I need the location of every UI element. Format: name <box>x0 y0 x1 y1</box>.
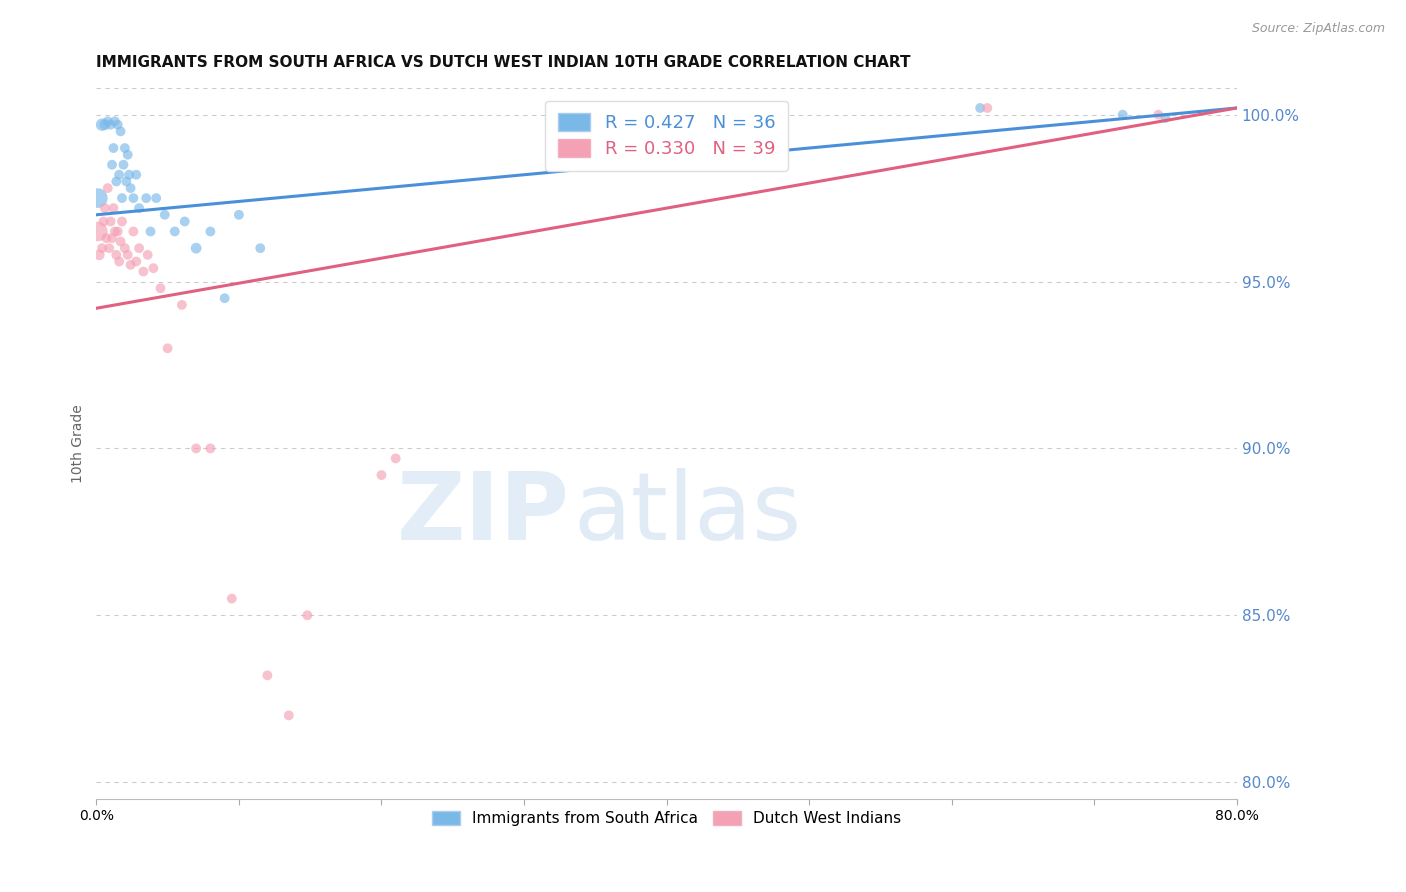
Point <box>87 191 110 205</box>
Point <box>101 158 124 172</box>
Point <box>125 254 148 268</box>
Point <box>97 181 120 195</box>
Point <box>153 208 176 222</box>
Point <box>94 118 117 132</box>
Point <box>114 141 136 155</box>
Point <box>163 225 186 239</box>
Point <box>110 235 132 249</box>
Point <box>103 141 125 155</box>
Point <box>122 191 145 205</box>
Point <box>249 241 271 255</box>
Point <box>221 591 243 606</box>
Point <box>1112 108 1135 122</box>
Point <box>184 241 207 255</box>
Point <box>173 214 195 228</box>
Point <box>1154 111 1177 125</box>
Point <box>384 451 406 466</box>
Point <box>100 118 122 132</box>
Point <box>111 214 134 228</box>
Point <box>156 341 179 355</box>
Point <box>94 201 117 215</box>
Point <box>103 201 125 215</box>
Point <box>136 248 159 262</box>
Point <box>117 147 139 161</box>
Y-axis label: 10th Grade: 10th Grade <box>72 404 86 483</box>
Point <box>149 281 172 295</box>
Point <box>105 248 128 262</box>
Point <box>277 708 299 723</box>
Point <box>128 201 150 215</box>
Point <box>976 101 998 115</box>
Point <box>100 214 122 228</box>
Point <box>91 118 114 132</box>
Point <box>200 442 222 456</box>
Point <box>105 174 128 188</box>
Point <box>228 208 250 222</box>
Point <box>184 442 207 456</box>
Point <box>108 254 131 268</box>
Text: atlas: atlas <box>574 468 801 560</box>
Point <box>128 241 150 255</box>
Point <box>91 241 114 255</box>
Point <box>101 231 124 245</box>
Point <box>256 668 278 682</box>
Point <box>969 101 991 115</box>
Point <box>112 158 135 172</box>
Point <box>370 468 392 483</box>
Point <box>98 241 121 255</box>
Point <box>104 225 127 239</box>
Point <box>142 261 165 276</box>
Point <box>120 258 142 272</box>
Point <box>108 168 131 182</box>
Point <box>87 225 110 239</box>
Point <box>139 225 162 239</box>
Point <box>214 291 236 305</box>
Point <box>118 168 141 182</box>
Point <box>96 231 118 245</box>
Point <box>170 298 193 312</box>
Point <box>122 225 145 239</box>
Point <box>89 248 111 262</box>
Point <box>120 181 142 195</box>
Point <box>200 225 222 239</box>
Point <box>145 191 167 205</box>
Point <box>114 241 136 255</box>
Point <box>135 191 157 205</box>
Point <box>110 124 132 138</box>
Point <box>132 264 155 278</box>
Point <box>1147 108 1170 122</box>
Point <box>104 114 127 128</box>
Point <box>115 174 138 188</box>
Point <box>111 191 134 205</box>
Legend: Immigrants from South Africa, Dutch West Indians: Immigrants from South Africa, Dutch West… <box>425 803 908 834</box>
Text: Source: ZipAtlas.com: Source: ZipAtlas.com <box>1251 22 1385 36</box>
Point <box>93 214 115 228</box>
Text: ZIP: ZIP <box>396 468 569 560</box>
Point <box>97 114 120 128</box>
Point <box>107 118 129 132</box>
Point <box>117 248 139 262</box>
Point <box>297 608 319 623</box>
Text: IMMIGRANTS FROM SOUTH AFRICA VS DUTCH WEST INDIAN 10TH GRADE CORRELATION CHART: IMMIGRANTS FROM SOUTH AFRICA VS DUTCH WE… <box>97 55 911 70</box>
Point <box>107 225 129 239</box>
Point <box>125 168 148 182</box>
